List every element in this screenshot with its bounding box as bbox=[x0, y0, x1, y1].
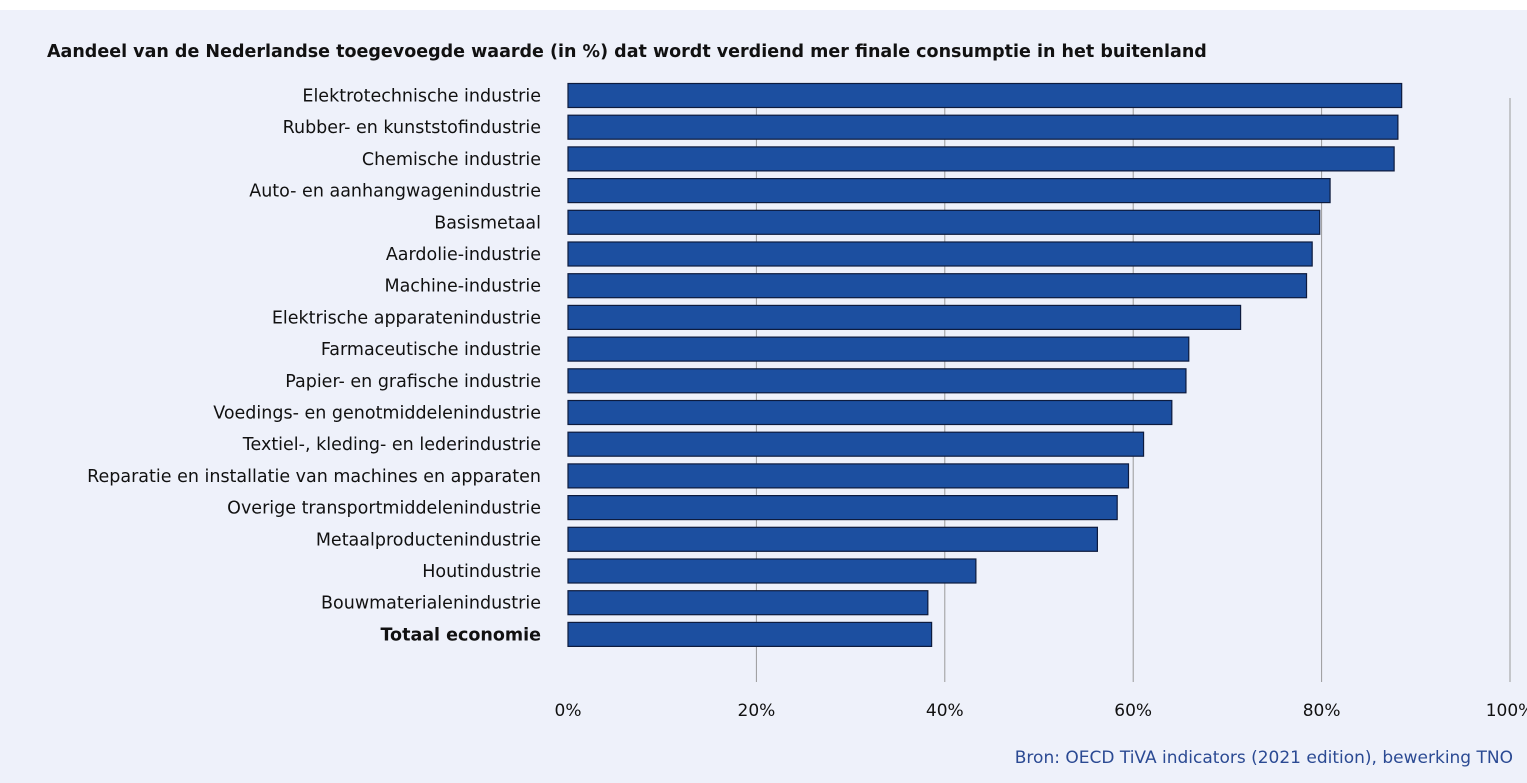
category-label: Machine-industrie bbox=[384, 277, 541, 297]
category-label: Farmaceutische industrie bbox=[321, 340, 541, 360]
x-tick-label: 60% bbox=[1114, 701, 1152, 721]
bar bbox=[567, 304, 1242, 330]
bars bbox=[567, 82, 1403, 648]
bar bbox=[567, 590, 929, 616]
category-label: Elektrische apparatenindustrie bbox=[272, 308, 541, 328]
bar bbox=[567, 495, 1118, 521]
bar bbox=[567, 399, 1173, 426]
bar bbox=[567, 178, 1331, 204]
x-axis-tick-labels: 0% 20% 40% 60% 80% 100% bbox=[555, 701, 1527, 721]
bar bbox=[567, 241, 1313, 267]
x-tick-label: 20% bbox=[738, 701, 776, 721]
category-label: Auto- en aanhangwagenindustrie bbox=[249, 182, 541, 202]
bar bbox=[567, 209, 1321, 235]
category-label: Elektrotechnische industrie bbox=[302, 87, 541, 107]
bar bbox=[567, 526, 1099, 552]
bar bbox=[567, 431, 1145, 457]
source-note: Bron: OECD TiVA indicators (2021 edition… bbox=[1014, 748, 1513, 768]
category-labels: Elektrotechnische industrie Rubber- en ku… bbox=[87, 87, 541, 646]
category-label: Papier- en grafische industrie bbox=[285, 372, 541, 392]
bar bbox=[567, 621, 933, 648]
category-label: Overige transportmiddelenindustrie bbox=[227, 499, 541, 519]
x-tick-label: 80% bbox=[1303, 701, 1341, 721]
bar bbox=[567, 82, 1403, 109]
category-label: Reparatie en installatie van machines en… bbox=[87, 467, 541, 487]
bar bbox=[567, 114, 1399, 140]
category-label: Houtindustrie bbox=[422, 562, 541, 582]
category-label: Chemische industrie bbox=[362, 150, 541, 170]
category-label: Voedings- en genotmiddelenindustrie bbox=[213, 404, 541, 424]
category-label: Metaalproductenindustrie bbox=[316, 530, 541, 550]
bar bbox=[567, 463, 1130, 489]
category-label: Basismetaal bbox=[434, 213, 541, 233]
category-label: Textiel-, kleding- en lederindustrie bbox=[242, 435, 541, 455]
bar bbox=[567, 336, 1190, 362]
x-tick-label: 0% bbox=[555, 701, 582, 721]
category-label: Rubber- en kunststofindustrie bbox=[283, 118, 541, 138]
chart-title: Aandeel van de Nederlandse toegevoegde w… bbox=[47, 42, 1207, 62]
bar bbox=[567, 146, 1395, 172]
category-label: Bouwmaterialenindustrie bbox=[321, 594, 541, 614]
bar bbox=[567, 368, 1187, 394]
x-tick-label: 100% bbox=[1486, 701, 1527, 721]
category-label: Aardolie-industrie bbox=[386, 245, 541, 265]
category-label: Totaal economie bbox=[380, 625, 541, 645]
x-tick-label: 40% bbox=[926, 701, 964, 721]
bar bbox=[567, 558, 977, 584]
bar bbox=[567, 273, 1308, 299]
